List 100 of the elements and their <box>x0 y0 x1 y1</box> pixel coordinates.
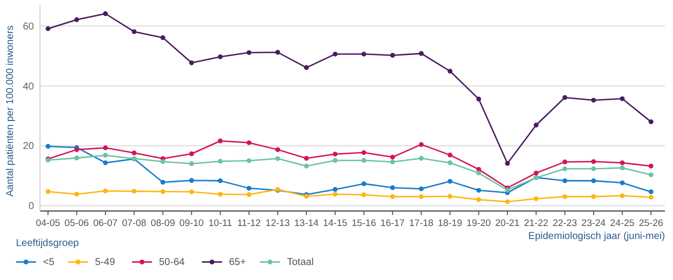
point <box>390 52 395 58</box>
point <box>160 159 166 164</box>
point <box>218 178 223 184</box>
x-tick-label: 18-19 <box>438 218 462 229</box>
point <box>275 50 280 55</box>
point <box>648 194 654 200</box>
point <box>189 151 194 156</box>
x-tick-label: 06-07 <box>93 218 118 229</box>
point <box>448 194 452 199</box>
point <box>246 192 252 197</box>
point <box>562 166 568 172</box>
point <box>591 194 596 200</box>
point <box>332 192 338 197</box>
point <box>74 147 80 152</box>
x-tick-label: 07-08 <box>122 218 146 229</box>
point <box>218 54 223 60</box>
point <box>648 172 654 178</box>
x-tick-label: 19-20 <box>466 218 491 229</box>
point <box>275 147 280 152</box>
point <box>132 150 137 156</box>
x-tick-label: 13-14 <box>294 218 319 229</box>
legend-title: Leeftijdsgroep <box>16 238 80 249</box>
x-tick-label: 15-16 <box>352 218 376 229</box>
y-axis-title: Aantal patiënten per 100.000 inwoners <box>5 25 16 197</box>
x-tick-label: 25-26 <box>638 218 664 229</box>
point <box>534 196 539 202</box>
y-tick-label: 20 <box>22 141 34 152</box>
point <box>304 65 309 70</box>
point <box>160 180 166 185</box>
point <box>304 156 309 161</box>
point <box>218 138 223 144</box>
legend-label: <5 <box>43 257 55 268</box>
point <box>648 119 654 124</box>
x-tick-label: 11-12 <box>237 218 261 229</box>
point <box>562 178 568 184</box>
point <box>418 51 424 56</box>
x-tick-label: 22-23 <box>552 218 578 229</box>
point <box>476 197 482 202</box>
point <box>132 188 137 194</box>
point <box>534 170 539 176</box>
point <box>361 192 366 198</box>
point <box>620 193 625 198</box>
point <box>620 165 625 170</box>
x-tick-label: 14-15 <box>322 218 348 229</box>
x-tick-label: 04-05 <box>36 218 60 229</box>
point <box>361 150 366 156</box>
point <box>418 142 424 147</box>
x-tick-label: 20-21 <box>495 218 520 229</box>
point <box>620 96 625 102</box>
point <box>361 52 366 57</box>
point <box>418 186 424 192</box>
y-tick-label: 60 <box>22 21 34 32</box>
x-tick-label: 17-18 <box>409 218 434 229</box>
y-tick-label: 40 <box>22 81 34 92</box>
point <box>246 186 252 191</box>
point <box>189 60 194 66</box>
point <box>103 11 108 16</box>
point <box>218 158 223 164</box>
x-axis-title: Epidemiologisch jaar (juni-mei) <box>528 231 665 242</box>
point <box>476 96 482 102</box>
point <box>74 156 80 160</box>
x-tick-label: 10-11 <box>208 218 232 229</box>
legend-label: Totaal <box>287 257 314 268</box>
point <box>160 35 166 40</box>
point <box>418 156 424 161</box>
point <box>160 189 166 194</box>
point <box>103 160 108 166</box>
point <box>275 156 280 161</box>
x-tick-label: 23-24 <box>581 218 606 229</box>
point <box>562 159 568 164</box>
x-tick-label: 24-25 <box>610 218 634 229</box>
x-tick-label: 21-22 <box>524 218 548 229</box>
point <box>448 160 452 166</box>
point <box>418 194 424 200</box>
x-tick-label: 08-09 <box>150 218 176 229</box>
point <box>46 144 50 149</box>
point <box>332 187 338 192</box>
point <box>103 145 108 150</box>
point <box>218 192 223 197</box>
point <box>562 194 568 200</box>
point <box>448 178 452 184</box>
x-tick-label: 05-06 <box>64 218 89 229</box>
point <box>390 159 395 164</box>
point <box>448 68 452 74</box>
point <box>304 164 309 168</box>
point <box>591 159 596 164</box>
point <box>46 26 50 32</box>
x-tick-label: 12-13 <box>266 218 290 229</box>
point <box>591 166 596 172</box>
point <box>332 158 338 163</box>
point <box>246 50 252 56</box>
legend-label: 50-64 <box>159 257 186 268</box>
point <box>620 160 625 166</box>
point <box>189 178 194 183</box>
x-tick-label: 16-17 <box>380 218 405 229</box>
point <box>390 154 395 160</box>
point <box>591 178 596 184</box>
point <box>74 192 80 197</box>
legend-label: 5-49 <box>95 257 116 268</box>
point <box>189 189 194 194</box>
